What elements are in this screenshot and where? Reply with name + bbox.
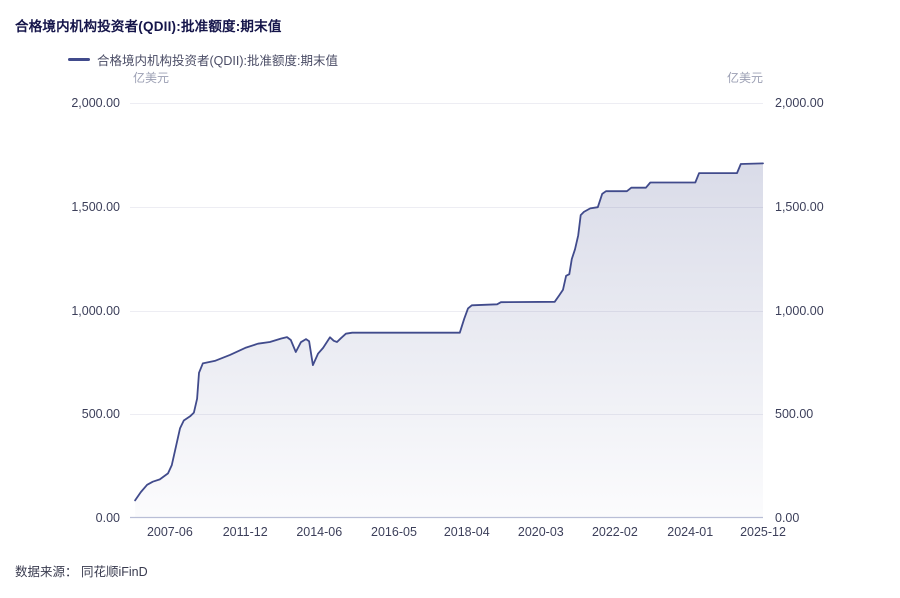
x-axis-tick-label: 2025-12 bbox=[740, 525, 786, 539]
x-axis-tick-label: 2020-03 bbox=[517, 525, 564, 539]
y-axis-labels-left: 0.00 500.00 1,000.00 1,500.00 2,000.00 bbox=[0, 96, 122, 525]
series-area-fill bbox=[135, 163, 764, 518]
y-axis-labels-right: 0.00 500.00 1,000.00 1,500.00 2,000.00 bbox=[775, 96, 895, 525]
y-axis-tick-label: 0.00 bbox=[95, 511, 120, 525]
legend[interactable]: 合格境内机构投资者(QDII):批准额度:期末值 bbox=[68, 50, 338, 68]
plot-area[interactable] bbox=[130, 103, 764, 519]
y-axis-unit-right: 亿美元 bbox=[726, 71, 763, 85]
x-axis-tick-label: 2016-05 bbox=[371, 525, 417, 539]
x-axis-labels: 2007-06 2011-12 2014-06 2016-05 2018-04 2020-… bbox=[130, 525, 786, 543]
data-source-note: 数据来源： 同花顺iFinD bbox=[15, 565, 148, 579]
x-axis-tick-label: 2018-04 bbox=[443, 525, 490, 539]
chart-title: 合格境内机构投资者(QDII):批准额度:期末值 bbox=[15, 19, 282, 34]
legend-line-marker-icon bbox=[68, 57, 90, 61]
y-axis-tick-label: 1,000.00 bbox=[71, 303, 120, 318]
qdii-area-chart[interactable] bbox=[130, 103, 764, 519]
x-axis-tick-label: 2024-01 bbox=[667, 525, 714, 539]
y-axis-tick-label: 500.00 bbox=[775, 407, 814, 422]
y-axis-tick-label: 2,000.00 bbox=[71, 96, 120, 110]
x-axis-tick-label: 2022-02 bbox=[591, 525, 638, 539]
y-axis-tick-label: 1,500.00 bbox=[775, 199, 824, 214]
x-axis-tick-label: 2011-12 bbox=[222, 525, 268, 539]
y-axis-tick-label: 2,000.00 bbox=[775, 96, 824, 110]
x-axis-tick-label: 2007-06 bbox=[146, 525, 193, 539]
y-axis-tick-label: 0.00 bbox=[775, 511, 800, 525]
y-axis-tick-label: 500.00 bbox=[81, 407, 120, 422]
series-line bbox=[134, 162, 764, 502]
y-axis-unit-left: 亿美元 bbox=[133, 71, 170, 85]
y-axis-tick-label: 1,500.00 bbox=[71, 199, 120, 214]
x-axis-tick-label: 2014-06 bbox=[296, 525, 343, 539]
y-axis-tick-label: 1,000.00 bbox=[775, 303, 824, 318]
legend-label: 合格境内机构投资者(QDII):批准额度:期末值 bbox=[97, 53, 338, 68]
